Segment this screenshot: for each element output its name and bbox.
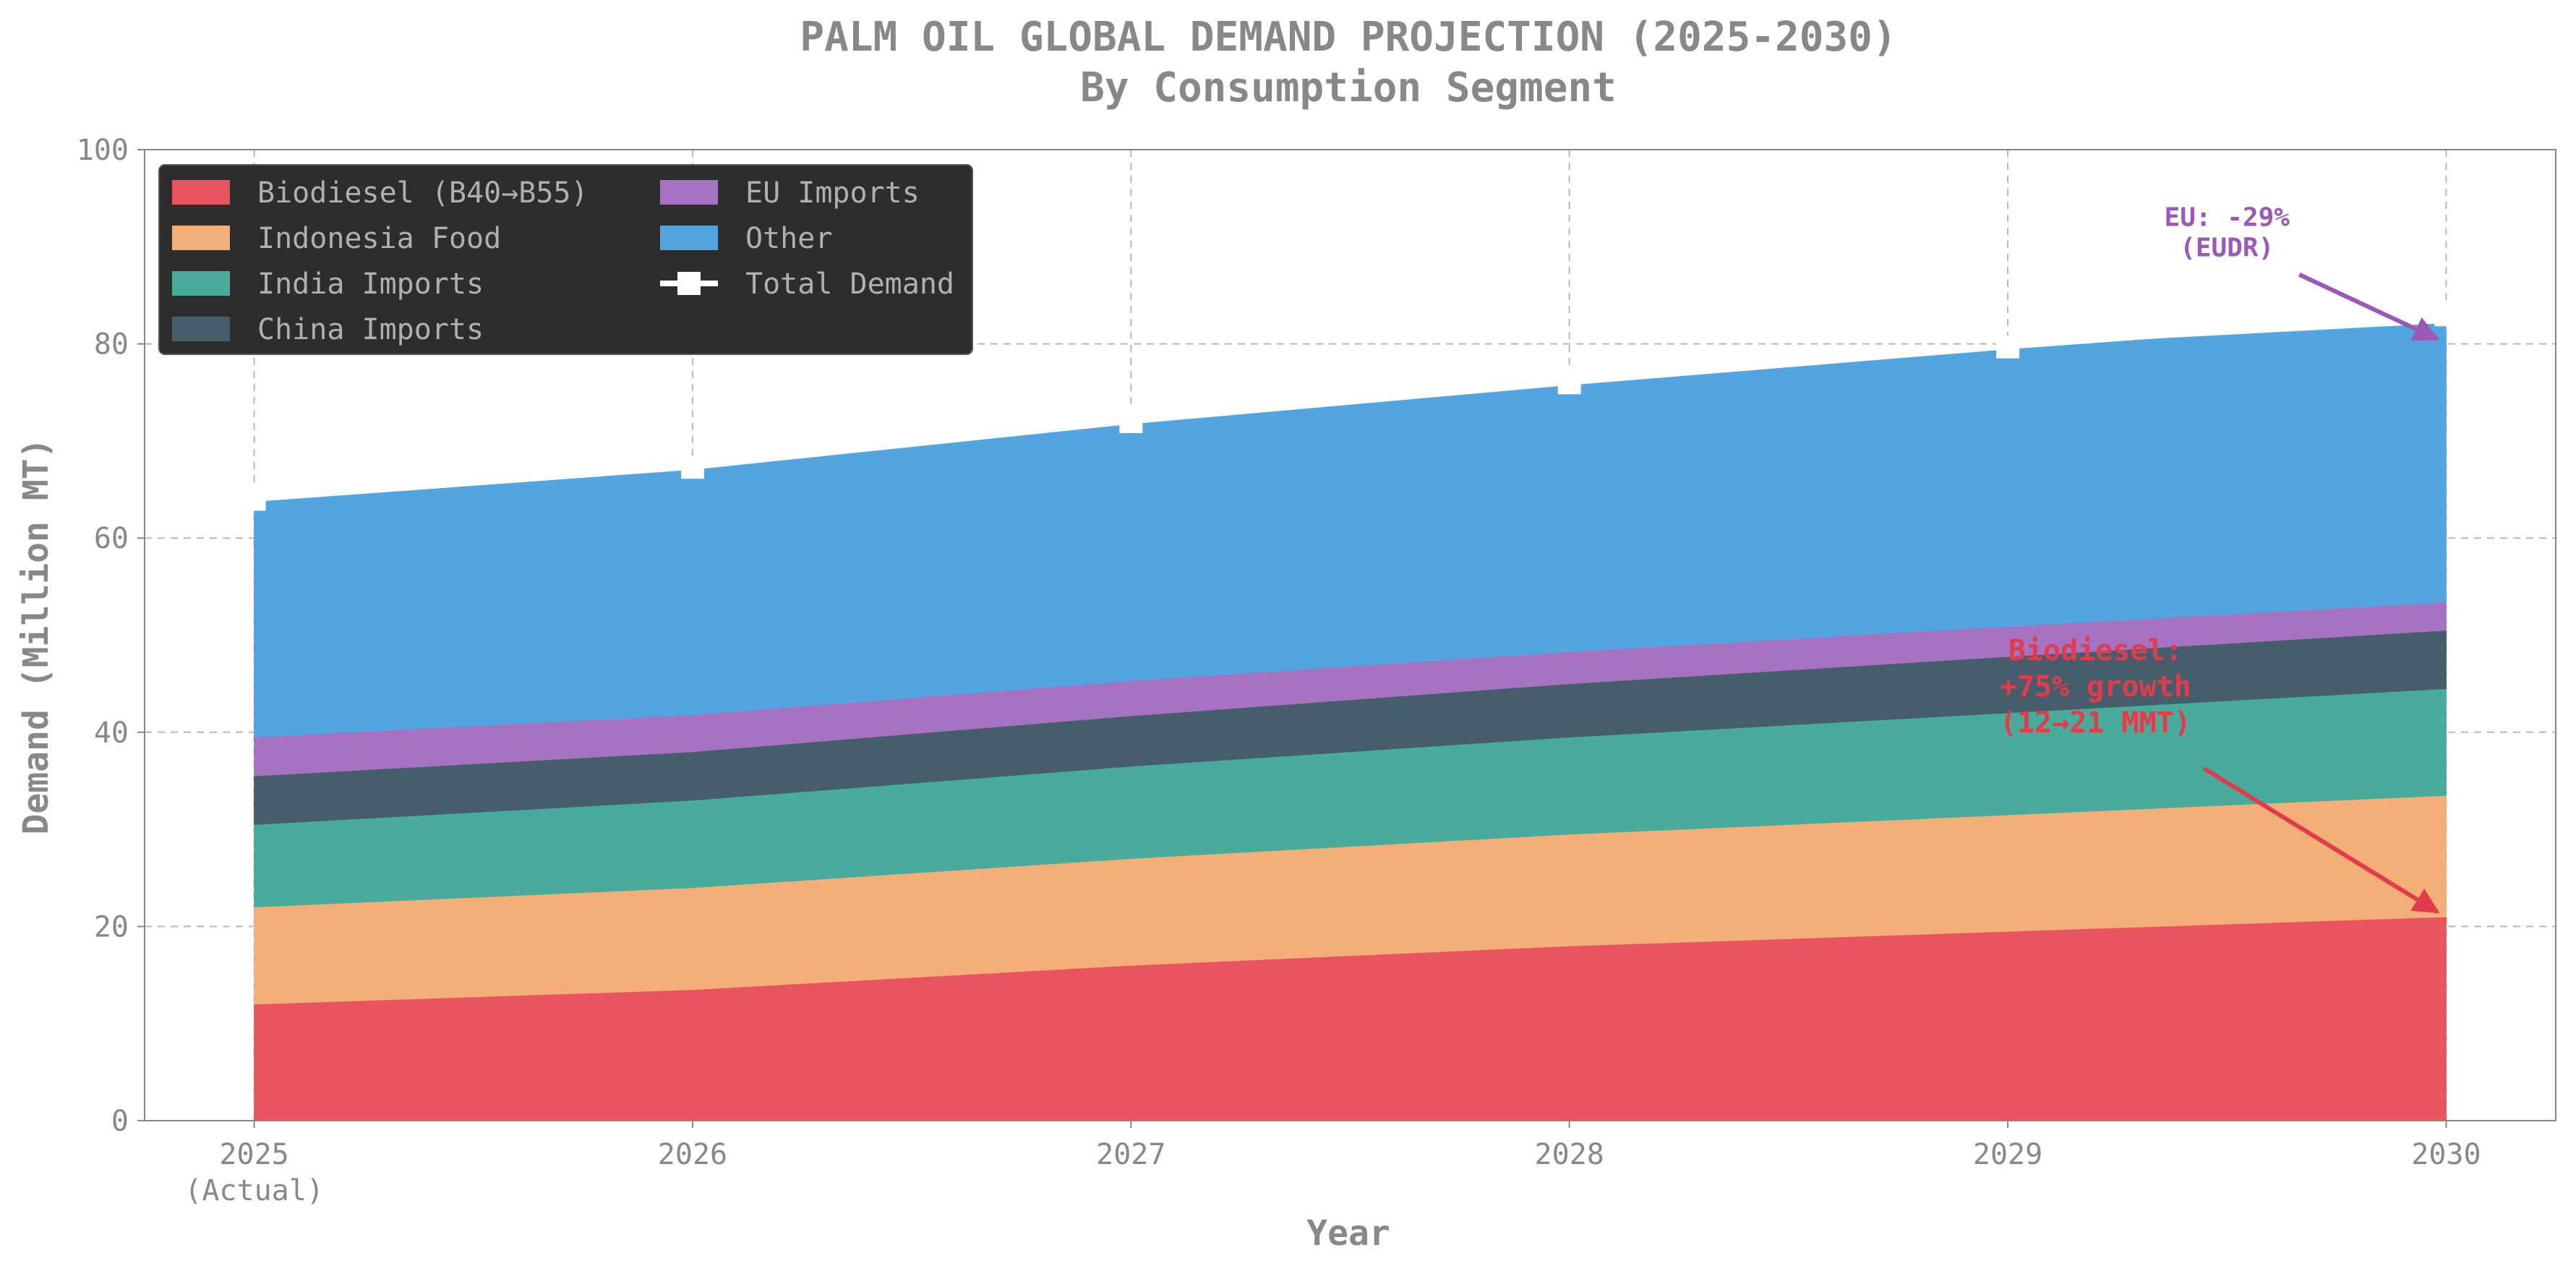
annotation-bio-text: Biodiesel:: [2008, 634, 2183, 667]
total-demand-marker: [1557, 371, 1581, 395]
y-tick-label: 60: [94, 522, 129, 555]
annotation-bio-text: (12→21 MMT): [2000, 706, 2191, 740]
legend-label: India Imports: [257, 268, 484, 301]
x-tick-label: 2027: [1096, 1138, 1165, 1171]
x-tick-sublabel: (Actual): [184, 1174, 324, 1207]
annotations: EU: -29%(EUDR) Biodiesel:+75% growth(12→2…: [2000, 203, 2440, 914]
plot-frame: [144, 149, 2556, 1121]
chart-title: PALM OIL GLOBAL DEMAND PROJECTION (2025-…: [800, 14, 1896, 61]
legend-label: Indonesia Food: [257, 222, 501, 255]
annotation-bio-arrow: [2202, 766, 2440, 914]
series-areas: [254, 322, 2447, 1121]
total-demand-line-path: [254, 312, 2447, 502]
x-tick-label: 2025: [219, 1138, 288, 1171]
total-demand-marker: [2434, 303, 2458, 327]
legend-swatch: [660, 226, 718, 250]
x-tick-label: 2029: [1973, 1138, 2042, 1171]
total-demand-marker: [680, 455, 704, 479]
y-axis-label: Demand (Million MT): [16, 437, 56, 834]
y-tick-label: 0: [111, 1105, 129, 1138]
y-tick-label: 20: [94, 910, 129, 944]
x-axis-label: Year: [1306, 1213, 1390, 1254]
legend-swatch: [660, 180, 718, 205]
x-tick-label: 2030: [2411, 1138, 2481, 1171]
annotation-eu-text: (EUDR): [2180, 234, 2274, 263]
total-demand-marker: [1119, 410, 1143, 434]
y-tick-label: 40: [94, 717, 129, 750]
legend-label: EU Imports: [745, 176, 920, 210]
legend-box: [158, 164, 973, 355]
legend-swatch-marker: [677, 272, 701, 295]
legend-label: Total Demand: [745, 268, 954, 301]
annotation-eu-text: EU: -29%: [2165, 203, 2290, 233]
legend-swatch: [172, 180, 230, 205]
y-tick-label: 100: [77, 134, 129, 167]
legend-swatch: [172, 271, 230, 296]
annotation-bio-text: +75% growth: [2000, 670, 2191, 703]
chart-subtitle: By Consumption Segment: [1080, 64, 1617, 111]
legend-swatch: [172, 226, 230, 250]
legend-label: Other: [745, 222, 832, 255]
y-tick-label: 80: [94, 328, 129, 362]
x-tick-label: 2026: [658, 1138, 727, 1171]
total-demand-marker: [242, 487, 266, 511]
axes: 0 20 40 60 80 100 2025(Actual) 2026 2027 2028 2029…: [77, 134, 2481, 1207]
legend-label: Biodiesel (B40→B55): [257, 176, 589, 210]
x-tick-label: 2028: [1535, 1138, 1604, 1171]
total-demand-marker: [1996, 335, 2020, 359]
legend-label: China Imports: [257, 313, 484, 346]
total-demand-line: [242, 303, 2458, 511]
legend: Biodiesel (B40→B55) Indonesia Food India I…: [158, 164, 973, 355]
annotation-eu-arrow: [2298, 273, 2440, 341]
legend-swatch: [172, 317, 230, 341]
